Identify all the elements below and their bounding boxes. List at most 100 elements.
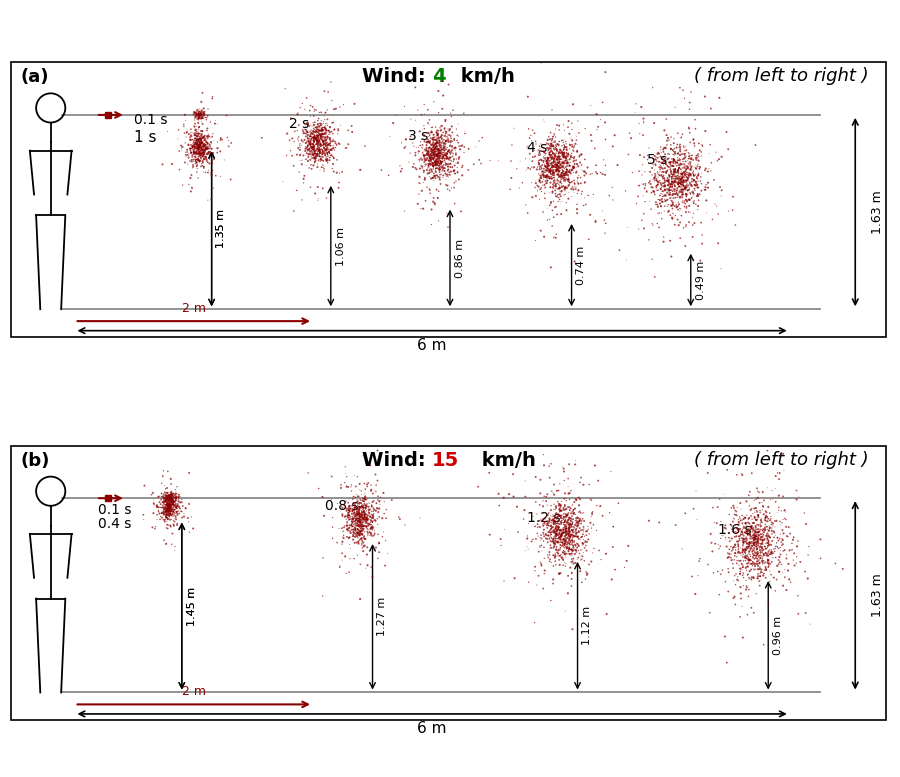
Point — [679, 176, 693, 189]
Point — [661, 153, 675, 166]
Point — [546, 513, 561, 525]
Point — [540, 158, 554, 170]
Point — [691, 155, 706, 167]
Point — [535, 162, 549, 175]
Point — [542, 166, 556, 179]
Point — [176, 120, 191, 133]
Point — [310, 131, 325, 144]
Point — [709, 517, 724, 529]
Point — [204, 137, 219, 149]
Point — [562, 166, 577, 178]
Point — [360, 520, 374, 532]
Point — [739, 562, 753, 574]
Point — [196, 108, 211, 120]
Point — [749, 552, 763, 564]
Point — [434, 145, 448, 158]
Point — [761, 524, 776, 537]
Point — [590, 524, 604, 537]
Point — [553, 144, 567, 156]
Point — [660, 183, 674, 195]
Point — [533, 161, 547, 173]
Point — [362, 518, 376, 531]
Point — [187, 138, 202, 151]
Point — [578, 542, 592, 554]
Point — [737, 535, 751, 548]
Point — [682, 193, 697, 206]
Point — [147, 493, 161, 506]
Point — [671, 189, 686, 201]
Point — [662, 161, 677, 173]
Point — [722, 531, 736, 544]
Point — [158, 510, 173, 523]
Point — [320, 139, 335, 152]
Point — [430, 130, 445, 142]
Point — [776, 534, 790, 546]
Point — [196, 146, 211, 159]
Point — [428, 152, 443, 165]
Point — [657, 124, 671, 137]
Point — [164, 513, 178, 525]
Point — [313, 145, 328, 157]
Point — [564, 552, 579, 565]
Point — [429, 153, 444, 166]
Point — [713, 181, 727, 193]
Point — [734, 509, 749, 521]
Point — [547, 174, 562, 186]
Point — [423, 159, 437, 171]
Point — [680, 194, 694, 207]
Point — [549, 152, 563, 165]
Point — [310, 138, 324, 150]
Point — [342, 500, 356, 512]
Point — [669, 176, 683, 188]
Point — [355, 511, 369, 524]
Point — [544, 539, 558, 552]
Point — [752, 541, 767, 553]
Point — [545, 181, 560, 193]
Point — [765, 528, 779, 540]
Point — [303, 138, 318, 150]
Point — [193, 141, 207, 153]
Point — [680, 195, 694, 207]
Point — [194, 105, 209, 117]
Point — [362, 507, 376, 519]
Point — [668, 176, 682, 188]
Point — [553, 506, 567, 518]
Point — [353, 517, 367, 530]
Point — [570, 542, 584, 554]
Point — [423, 152, 437, 165]
Point — [674, 131, 688, 144]
Point — [350, 502, 365, 514]
Point — [171, 498, 185, 510]
Point — [369, 497, 383, 510]
Point — [671, 166, 686, 179]
Point — [319, 142, 333, 155]
Point — [575, 164, 590, 176]
Point — [732, 518, 746, 531]
Point — [673, 158, 688, 170]
Point — [356, 528, 370, 540]
Point — [430, 155, 445, 168]
Point — [423, 148, 437, 161]
Point — [223, 173, 238, 186]
Point — [354, 515, 368, 528]
Point — [590, 167, 604, 179]
Point — [646, 154, 661, 166]
Point — [199, 143, 213, 155]
Point — [322, 147, 337, 159]
Point — [512, 182, 526, 194]
Point — [562, 525, 577, 538]
Point — [565, 138, 580, 151]
Point — [341, 509, 356, 521]
Point — [343, 513, 357, 525]
Point — [307, 147, 321, 159]
Point — [654, 185, 669, 197]
Point — [540, 161, 554, 173]
Point — [340, 517, 355, 530]
Point — [193, 141, 207, 153]
Point — [574, 531, 589, 543]
Point — [544, 196, 558, 208]
Point — [567, 155, 581, 167]
Point — [755, 528, 770, 540]
Point — [543, 555, 557, 567]
Point — [736, 548, 751, 560]
